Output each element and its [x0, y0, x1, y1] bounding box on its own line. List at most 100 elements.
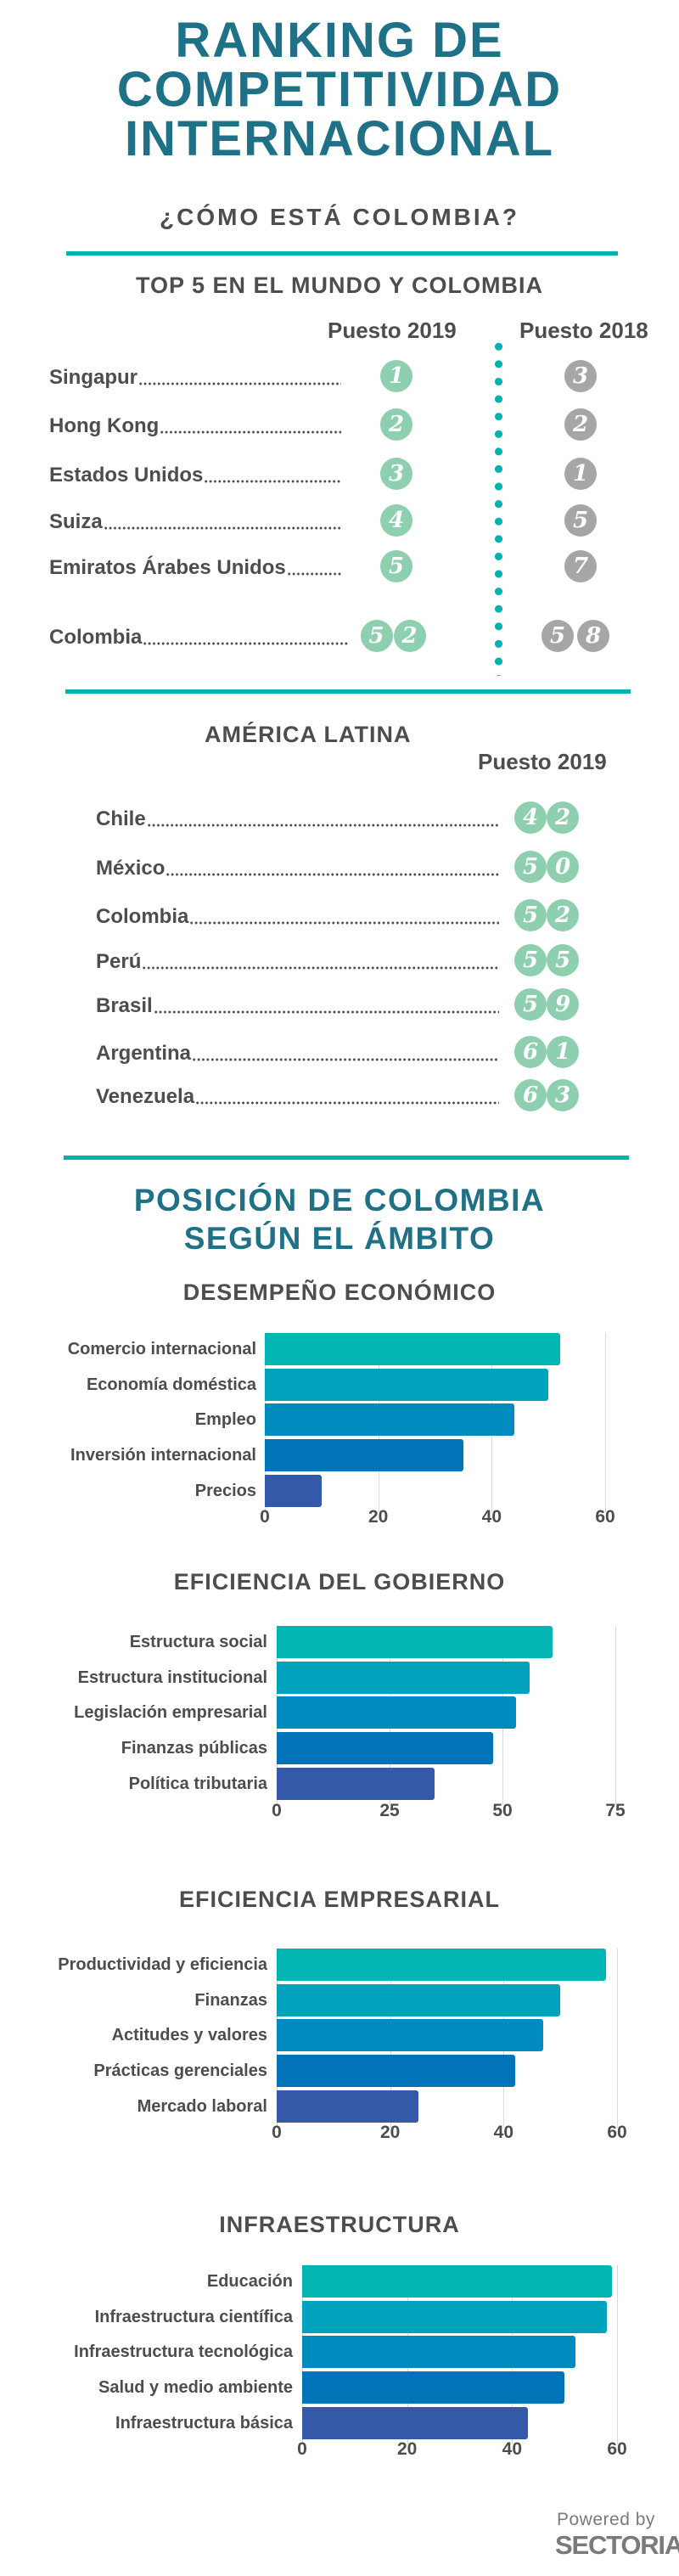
x-tick-label: 20	[396, 2439, 418, 2459]
x-tick-label: 50	[492, 1801, 513, 1820]
rank-badge-digit: 5	[514, 988, 547, 1021]
position-section-title: POSICIÓN DE COLOMBIA SEGÚN EL ÁMBITO	[0, 1181, 679, 1257]
main-title-line: COMPETITIVIDAD	[116, 62, 563, 117]
question-heading: ¿CÓMO ESTÁ COLOMBIA?	[160, 204, 519, 230]
bar-label: Productividad y eficiencia	[58, 1955, 267, 1974]
bar	[302, 2300, 607, 2333]
x-tick-label: 0	[272, 1801, 282, 1820]
bar-label: Inversión internacional	[70, 1446, 256, 1465]
dot-leader	[192, 1058, 499, 1061]
x-tick-label: 20	[368, 1507, 389, 1527]
bar	[277, 1732, 494, 1765]
x-tick-label: 0	[272, 2123, 282, 2142]
x-tick-label: 40	[481, 1507, 502, 1527]
section-title-line: POSICIÓN DE COLOMBIA	[133, 1183, 546, 1218]
rank-badge-digit: 6	[514, 1079, 547, 1111]
bar	[277, 1949, 606, 1981]
bar-label: Infraestructura tecnológica	[74, 2343, 293, 2362]
rank-badge-digit: 2	[547, 801, 579, 834]
country-name: Perú	[96, 950, 142, 973]
bar-label: Prácticas gerenciales	[93, 2061, 267, 2081]
country-name: Estados Unidos	[49, 464, 204, 487]
ranking-row: Colombia	[49, 622, 348, 648]
bar	[265, 1439, 463, 1472]
rank-badge-digit: 3	[547, 1079, 579, 1111]
x-tick-label: 40	[502, 2439, 522, 2459]
bar	[277, 1696, 516, 1730]
rank-badge-digit: 1	[380, 360, 412, 392]
dot-leader	[204, 480, 341, 483]
dot-leader	[153, 1010, 499, 1014]
country-name: Hong Kong	[49, 414, 160, 437]
rank-badge-digit: 5	[547, 944, 579, 976]
bar-label: Salud y medio ambiente	[98, 2378, 293, 2398]
bar-label: Finanzas públicas	[121, 1739, 267, 1758]
rank-badge-digit: 0	[547, 851, 579, 883]
world-col-2019: Puesto 2019	[328, 318, 457, 343]
powered-by-label: Powered by	[557, 2510, 655, 2529]
dot-leader	[160, 430, 341, 434]
x-tick-label: 0	[297, 2439, 307, 2459]
bar-label: Economía doméstica	[86, 1375, 256, 1394]
brand-logo: SECTORIAL	[555, 2530, 679, 2560]
country-name: Emiratos Árabes Unidos	[49, 556, 286, 579]
bar-label: Empleo	[194, 1410, 256, 1430]
x-tick-label: 20	[379, 2123, 401, 2142]
country-name: Colombia	[96, 905, 189, 928]
dot-leader	[166, 873, 499, 876]
gridline	[617, 1949, 618, 2128]
x-tick-label: 75	[605, 1801, 626, 1820]
world-col-2018: Puesto 2018	[519, 318, 648, 343]
divider	[66, 251, 618, 256]
dot-leader	[143, 642, 348, 645]
country-name: Colombia	[49, 626, 143, 649]
chart-title: DESEMPEÑO ECONÓMICO	[182, 1280, 497, 1305]
bar-label: Comercio internacional	[67, 1340, 256, 1358]
main-title-line: INTERNACIONAL	[124, 111, 555, 166]
dot-leader	[142, 966, 499, 970]
divider	[65, 689, 631, 694]
rank-badge-digit: 5	[542, 620, 574, 652]
rank-badge-digit: 2	[393, 620, 426, 652]
rank-badge-digit: 2	[380, 408, 412, 441]
country-name: Venezuela	[96, 1085, 195, 1108]
ranking-row: Brasil	[96, 991, 499, 1016]
country-name: Brasil	[96, 994, 153, 1017]
rank-badge-digit: 5	[564, 504, 597, 537]
bar	[265, 1474, 322, 1507]
chart-title: INFRAESTRUCTURA	[219, 2212, 460, 2237]
x-tick-label: 40	[493, 2123, 513, 2142]
gridline	[617, 2265, 618, 2444]
x-tick-label: 60	[595, 1507, 615, 1527]
bar-label: Educación	[206, 2272, 293, 2291]
x-tick-label: 0	[260, 1507, 270, 1527]
ranking-row: Singapur	[49, 363, 341, 388]
rank-badge-digit: 3	[380, 458, 412, 490]
latam-section-title: AMÉRICA LATINA	[205, 722, 412, 747]
rank-badge-digit: 5	[514, 944, 547, 976]
rank-badge-digit: 5	[380, 550, 412, 582]
gridline	[605, 1333, 606, 1512]
bar-label: Política tributaria	[128, 1774, 267, 1793]
ranking-row: Argentina	[96, 1038, 499, 1064]
section-title-line: SEGÚN EL ÁMBITO	[183, 1221, 496, 1256]
dotted-separator	[495, 338, 502, 676]
bar-label: Precios	[194, 1481, 256, 1500]
country-name: Argentina	[96, 1042, 192, 1065]
rank-badge-digit: 2	[547, 899, 579, 931]
x-tick-label: 25	[379, 1801, 400, 1820]
bar	[265, 1368, 549, 1401]
rank-badge-digit: 9	[547, 988, 579, 1021]
bar	[277, 1661, 530, 1694]
rank-badge-digit: 3	[564, 360, 597, 392]
ranking-row: Suiza	[49, 507, 341, 532]
main-title-line: RANKING DE	[175, 13, 504, 68]
bar	[277, 1767, 435, 1800]
rank-badge-digit: 4	[514, 801, 547, 834]
bar-label: Infraestructura básica	[115, 2413, 293, 2433]
dot-leader	[195, 1101, 499, 1105]
rank-badge-digit: 6	[514, 1036, 547, 1068]
divider	[64, 1156, 629, 1160]
bar	[265, 1333, 560, 1365]
bar	[277, 2089, 419, 2123]
